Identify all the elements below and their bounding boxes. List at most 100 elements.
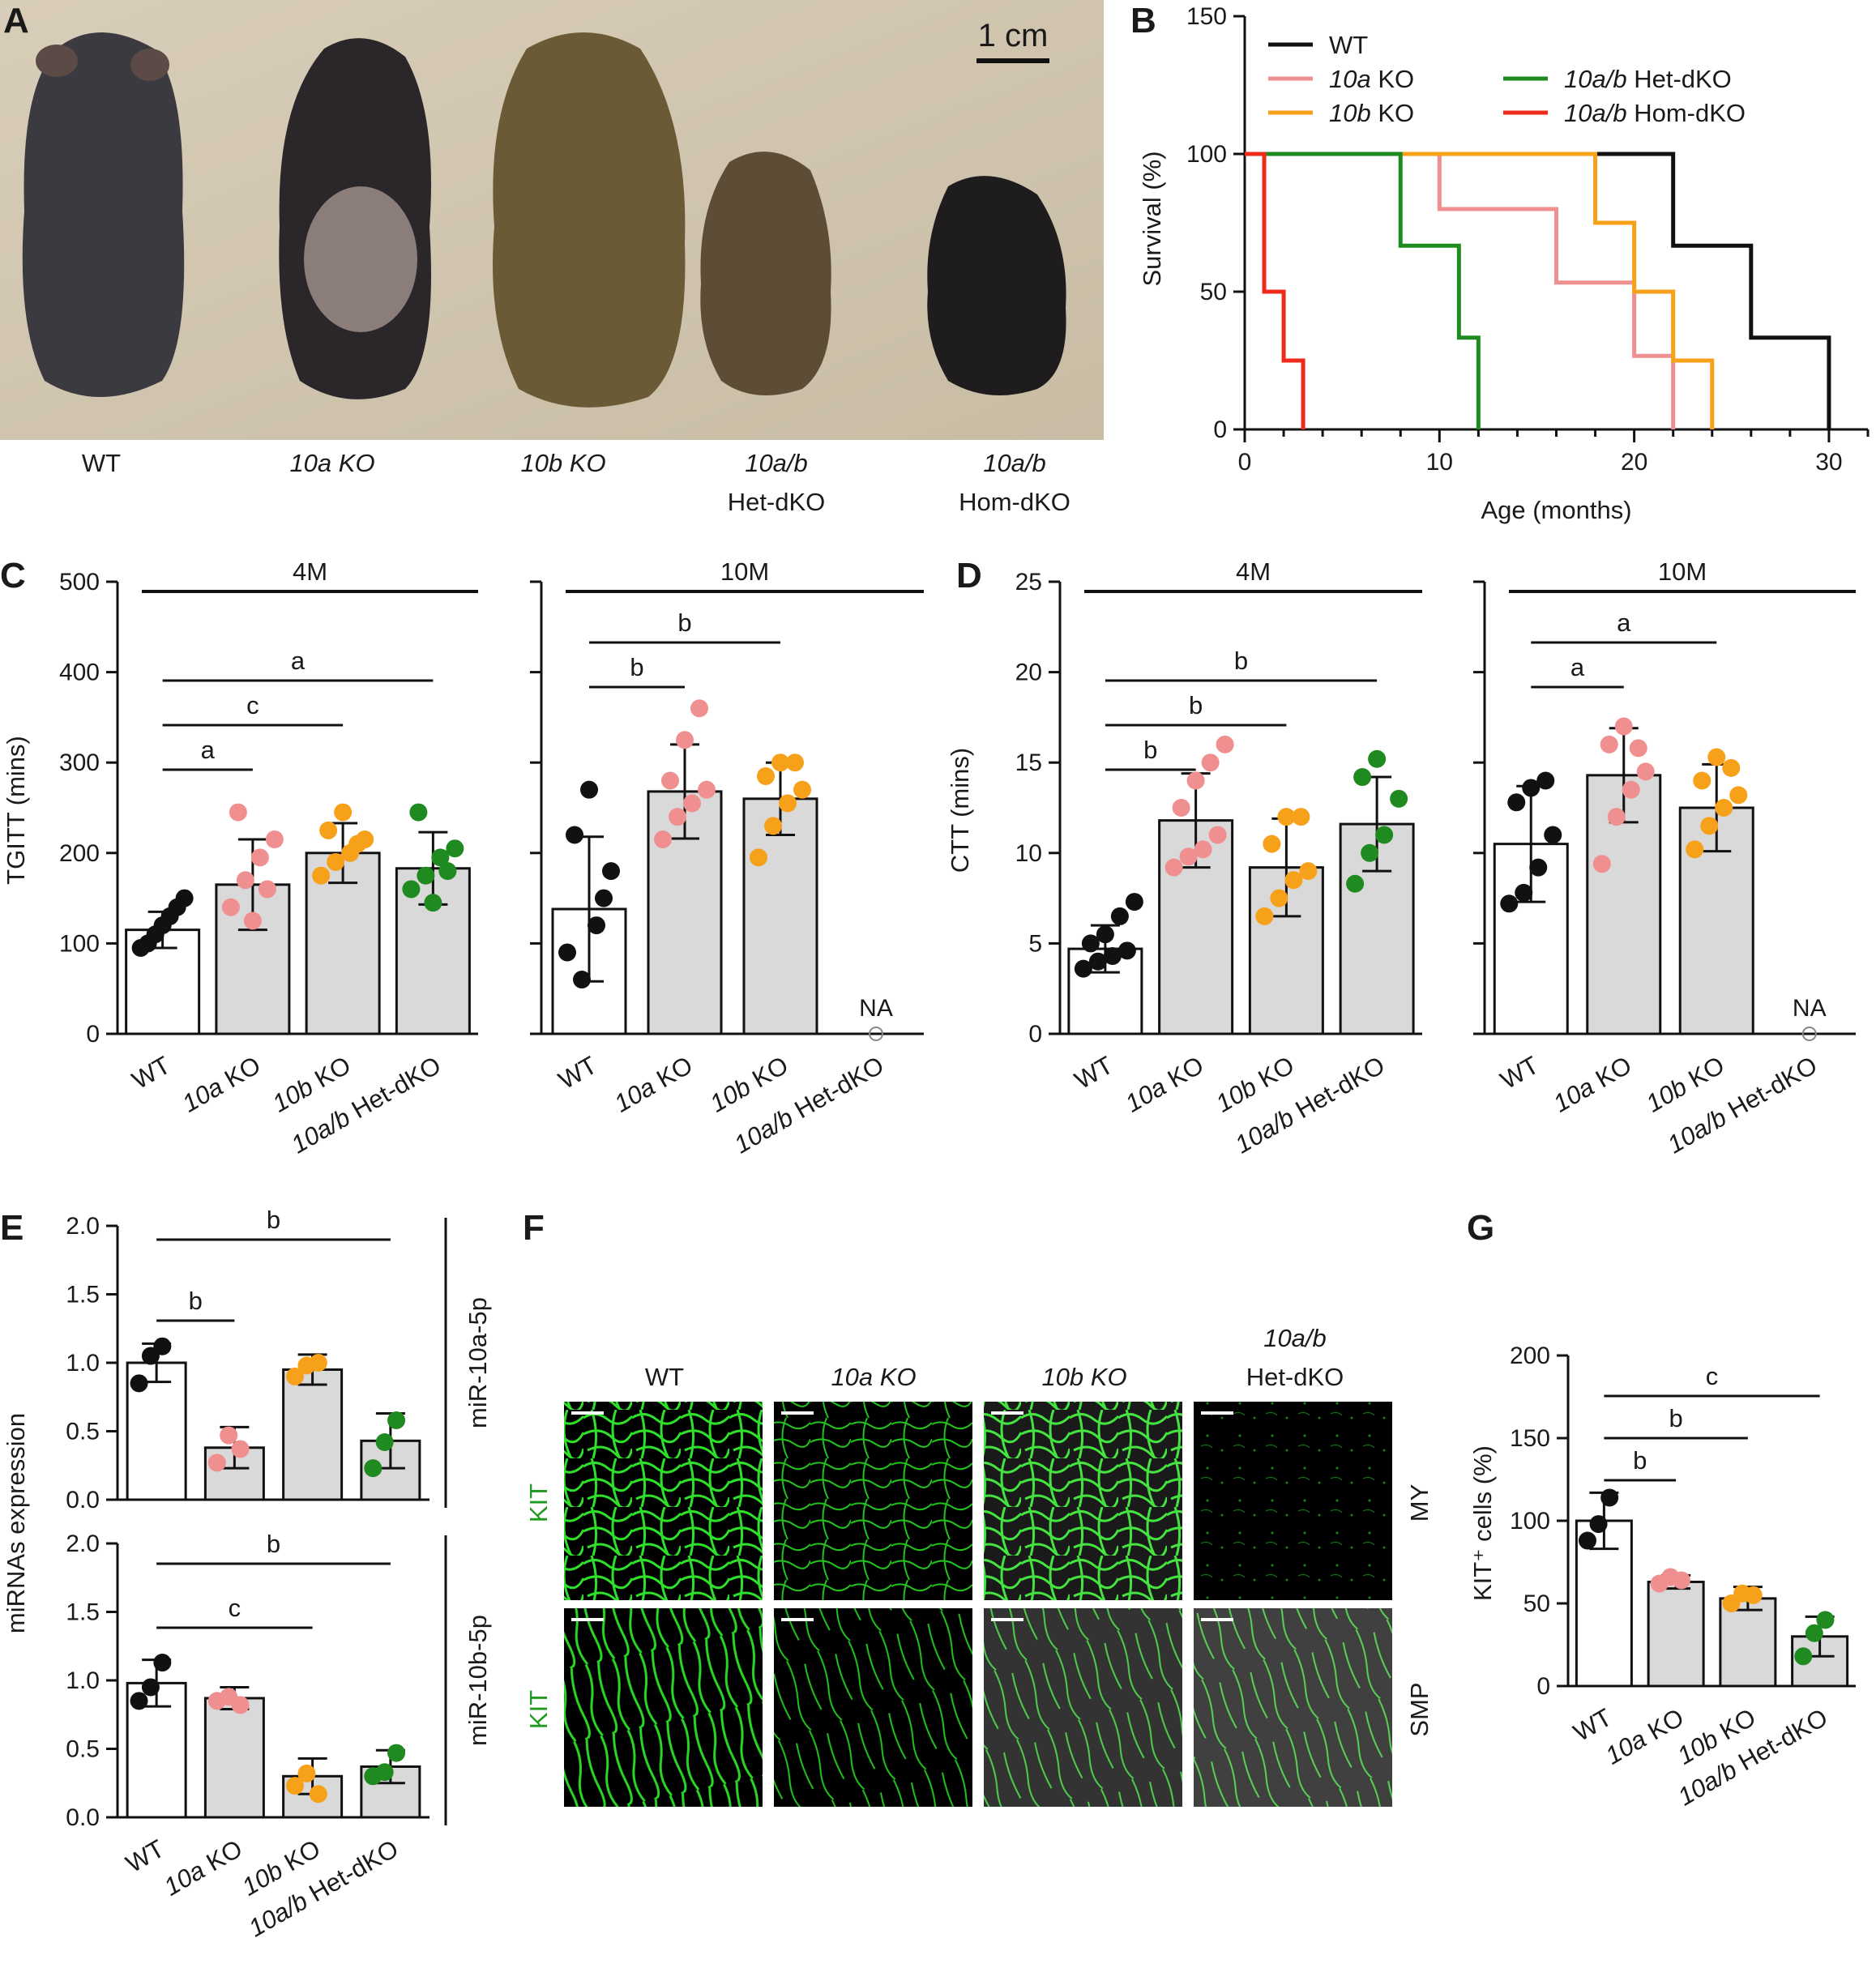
data-point [431, 848, 450, 867]
bar-10a-ko [1647, 1580, 1705, 1688]
data-point [387, 1744, 406, 1762]
x-tick-label: 20 [1621, 449, 1647, 476]
data-point [1216, 735, 1234, 753]
genotype-label: WT [82, 449, 121, 477]
micrograph-column-label: 10a KO [831, 1363, 916, 1391]
y-tick-label: 0.5 [66, 1419, 100, 1445]
na-marker [869, 1027, 883, 1041]
data-point [580, 780, 598, 799]
data-point [1270, 889, 1288, 907]
y-tick-label: 1.0 [66, 1350, 100, 1377]
data-point [231, 1440, 250, 1458]
kit-row-label: KIT [524, 1483, 553, 1522]
y-tick-label: 0 [86, 1021, 100, 1048]
data-point [334, 803, 353, 822]
data-point [771, 753, 789, 772]
data-point [1794, 1647, 1813, 1666]
x-category-label: 10a/b Het-dKO [286, 1051, 446, 1159]
genotype-label-line2: Het-dKO [728, 488, 826, 516]
data-point [757, 766, 775, 785]
data-point [1117, 941, 1136, 960]
y-tick-label: 100 [59, 930, 100, 957]
y-tick-label: 0.0 [66, 1804, 100, 1831]
data-point [1164, 858, 1183, 877]
mouse-hom-dko [927, 176, 1066, 395]
y-tick-label: 1.5 [66, 1282, 100, 1308]
y-tick-label: 500 [59, 569, 100, 596]
micrograph-scale-bars [571, 1411, 1233, 1621]
group-title: miR-10b-5p [464, 1615, 492, 1746]
y-tick-label: 0.0 [66, 1487, 100, 1513]
bar-10a-ko [203, 1697, 265, 1819]
y-tick-label: 50 [1200, 279, 1227, 305]
y-tick-label: 150 [1510, 1425, 1550, 1452]
micrograph-column-label: Het-dKO [1246, 1363, 1344, 1391]
y-tick-label: 300 [59, 749, 100, 776]
data-point [286, 1367, 305, 1385]
y-tick-label: 0 [1028, 1021, 1042, 1048]
y-tick-label: 100 [1186, 141, 1227, 168]
data-point [595, 889, 613, 907]
y-tick-label: 1.0 [66, 1667, 100, 1694]
data-point [1353, 768, 1372, 787]
data-point [375, 1763, 394, 1782]
y-tick-label: 10 [1015, 840, 1042, 867]
mice-photo [22, 32, 1066, 408]
data-point [1578, 1531, 1596, 1550]
data-point [1088, 952, 1107, 971]
survival-line-10a-b-hom-dko [1245, 152, 1306, 429]
data-point [1201, 753, 1220, 772]
panel-letter-c: C [0, 556, 26, 596]
data-point [690, 699, 708, 718]
mouse-wt [22, 32, 185, 397]
micrograph-10b-ko-my [984, 1402, 1182, 1600]
data-point [153, 1337, 172, 1355]
data-point [1368, 749, 1387, 768]
genotype-label-line2: Hom-dKO [959, 488, 1070, 516]
data-point [1672, 1571, 1690, 1590]
data-point [1292, 808, 1310, 826]
data-point [786, 753, 804, 772]
data-point [207, 1454, 226, 1472]
data-point [250, 848, 269, 867]
y-tick-label: 2.0 [66, 1213, 100, 1240]
data-point [1622, 780, 1640, 799]
data-point [602, 862, 620, 881]
y-tick-label: 20 [1015, 660, 1042, 686]
panel-b: B 0 50 100 150 0 10 20 30 Age (months) Survival (… [1130, 1, 1870, 524]
data-point [1636, 762, 1655, 781]
data-point [312, 866, 331, 885]
x-category-label: 10a KO [177, 1051, 266, 1118]
data-point [654, 830, 672, 849]
data-point [309, 1785, 327, 1804]
x-category-label: WT [553, 1051, 601, 1095]
panel-letter-d: D [956, 556, 982, 596]
genotype-label: 10a KO [289, 449, 374, 477]
data-point [1744, 1586, 1763, 1604]
data-point [153, 1654, 172, 1672]
na-label: NA [1793, 995, 1827, 1022]
mouse-10b-ko [493, 32, 686, 408]
data-point [231, 1696, 250, 1714]
data-point [1299, 862, 1318, 881]
x-category-label: WT [121, 1834, 169, 1878]
data-point [1110, 907, 1129, 925]
data-point [1600, 1488, 1619, 1507]
y-axis-label: miRNAs expression [2, 1413, 30, 1633]
y-tick-label: 200 [59, 840, 100, 867]
bar-10b-ko [742, 797, 818, 1035]
data-point [1544, 826, 1562, 844]
data-point [1600, 735, 1618, 753]
y-axis-label: TGITT (mins) [2, 736, 30, 885]
data-point [1390, 789, 1408, 808]
genotype-labels: WT 10a KO 10b KO 10a/b Het-dKO 10a/b Hom… [82, 449, 1070, 516]
micrograph-10a-ko-smp [774, 1608, 972, 1807]
data-point [130, 1692, 148, 1710]
y-tick-label: 1.5 [66, 1599, 100, 1626]
data-point [1589, 1515, 1608, 1534]
data-point [375, 1433, 394, 1452]
data-point [229, 803, 247, 822]
data-point [669, 808, 686, 826]
data-point [348, 835, 367, 853]
